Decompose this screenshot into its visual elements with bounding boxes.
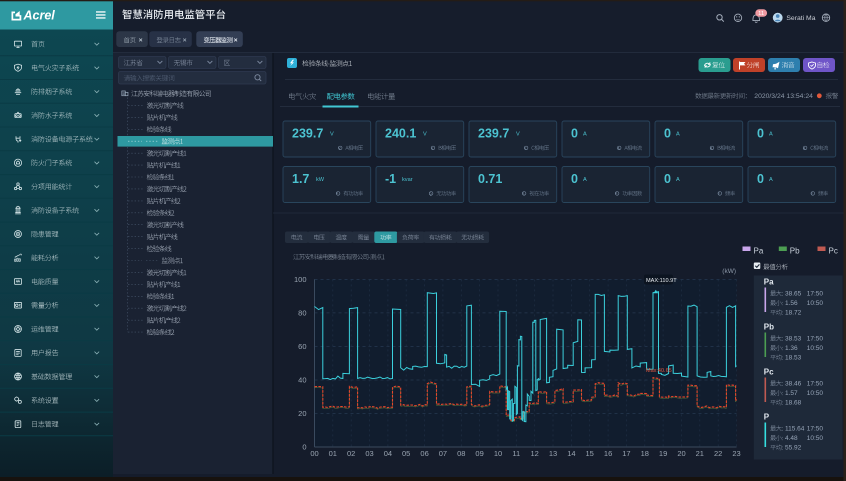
svg-text:17: 17: [622, 449, 630, 458]
svg-text:A: A: [617, 146, 620, 150]
svg-text:38.53: 38.53: [785, 336, 802, 343]
svg-text:18: 18: [641, 449, 649, 458]
svg-text:1.36: 1.36: [785, 345, 798, 352]
svg-text:0.71: 0.71: [478, 172, 502, 186]
svg-text:Pa: Pa: [754, 247, 764, 256]
svg-text:115.64: 115.64: [785, 426, 805, 433]
svg-text:Q: Q: [429, 192, 432, 196]
svg-text:F: F: [718, 192, 720, 196]
svg-text:A: A: [676, 177, 680, 183]
svg-text:0: 0: [757, 127, 764, 141]
svg-text:06: 06: [420, 449, 428, 458]
svg-text:Max:40.65: Max:40.65: [646, 368, 672, 374]
svg-text:V: V: [330, 132, 334, 138]
svg-text:Pc: Pc: [764, 368, 774, 377]
svg-text:16: 16: [604, 449, 612, 458]
svg-text:38.46: 38.46: [785, 381, 802, 388]
svg-text:A: A: [583, 177, 587, 183]
svg-text:05: 05: [402, 449, 410, 458]
svg-text:09: 09: [475, 449, 483, 458]
svg-text:11: 11: [512, 449, 520, 458]
svg-text:13: 13: [549, 449, 557, 458]
svg-text:00: 00: [310, 449, 318, 458]
svg-text:18.72: 18.72: [785, 310, 802, 317]
svg-text:10:50: 10:50: [807, 390, 824, 397]
svg-text:V: V: [516, 132, 520, 138]
svg-text:F: F: [811, 192, 813, 196]
svg-text:07: 07: [439, 449, 447, 458]
svg-text:0: 0: [664, 127, 671, 141]
svg-text:A: A: [583, 132, 587, 138]
svg-text:A: A: [769, 177, 773, 183]
svg-text:80: 80: [298, 308, 306, 317]
svg-text:0: 0: [757, 172, 764, 186]
svg-text:A: A: [769, 132, 773, 138]
svg-text:A: A: [710, 146, 713, 150]
svg-text:1.56: 1.56: [785, 300, 798, 307]
svg-text:240.1: 240.1: [385, 127, 416, 141]
svg-text:55.92: 55.92: [785, 445, 802, 452]
svg-text:P: P: [336, 192, 338, 196]
svg-text:14: 14: [567, 449, 575, 458]
svg-text:23: 23: [732, 449, 740, 458]
svg-text:V: V: [524, 146, 527, 150]
svg-text:4.48: 4.48: [785, 435, 798, 442]
svg-text:239.7: 239.7: [292, 127, 323, 141]
svg-text:P: P: [764, 413, 770, 422]
svg-text:P: P: [615, 192, 617, 196]
svg-text:17:50: 17:50: [807, 426, 824, 433]
svg-text:Acrel: Acrel: [23, 9, 56, 23]
svg-text:kW: kW: [316, 177, 325, 183]
svg-text:10:50: 10:50: [807, 345, 824, 352]
svg-text:MAX:110.9T: MAX:110.9T: [646, 278, 677, 284]
svg-text:V: V: [431, 146, 434, 150]
svg-text:Pb: Pb: [790, 247, 800, 256]
svg-text:(kW): (kW): [722, 268, 736, 275]
svg-text:40: 40: [298, 376, 306, 385]
svg-text:A: A: [803, 146, 806, 150]
svg-text:19: 19: [659, 449, 667, 458]
svg-text:10:50: 10:50: [807, 435, 824, 442]
svg-text:Serati Ma: Serati Ma: [786, 15, 815, 22]
svg-text:20: 20: [298, 409, 306, 418]
svg-text:10:50: 10:50: [807, 300, 824, 307]
svg-text:1.7: 1.7: [292, 172, 309, 186]
svg-text:17:50: 17:50: [807, 381, 824, 388]
svg-text:11: 11: [758, 11, 764, 17]
svg-text:60: 60: [298, 342, 306, 351]
svg-text:03: 03: [365, 449, 373, 458]
svg-text:21: 21: [696, 449, 704, 458]
svg-text:04: 04: [384, 449, 392, 458]
svg-text:0: 0: [571, 172, 578, 186]
svg-text:2020/3/24 13:54:24: 2020/3/24 13:54:24: [754, 93, 813, 100]
svg-text:-1: -1: [385, 172, 396, 186]
svg-text:10: 10: [494, 449, 502, 458]
svg-text:kvar: kvar: [402, 177, 413, 183]
svg-text:17:50: 17:50: [807, 336, 824, 343]
svg-text:100: 100: [294, 275, 307, 284]
svg-text:0: 0: [664, 172, 671, 186]
svg-text:V: V: [423, 132, 427, 138]
svg-text:V: V: [338, 146, 341, 150]
svg-text:12: 12: [531, 449, 539, 458]
svg-text:08: 08: [457, 449, 465, 458]
svg-text:17:50: 17:50: [807, 291, 824, 298]
svg-text:01: 01: [329, 449, 337, 458]
svg-text:Pa: Pa: [764, 278, 774, 287]
svg-text:0: 0: [571, 127, 578, 141]
svg-text:15: 15: [586, 449, 594, 458]
svg-text:Pb: Pb: [764, 323, 774, 332]
svg-text:02: 02: [347, 449, 355, 458]
svg-text:18.68: 18.68: [785, 400, 802, 407]
svg-text:Pc: Pc: [829, 247, 838, 256]
svg-text:0: 0: [302, 443, 306, 452]
svg-text:38.65: 38.65: [785, 291, 802, 298]
svg-text:18.53: 18.53: [785, 355, 802, 362]
svg-text:239.7: 239.7: [478, 127, 509, 141]
svg-text:20: 20: [677, 449, 685, 458]
svg-text:1.57: 1.57: [785, 390, 798, 397]
svg-text:A: A: [676, 132, 680, 138]
svg-text:S: S: [522, 192, 524, 196]
svg-text:22: 22: [714, 449, 722, 458]
